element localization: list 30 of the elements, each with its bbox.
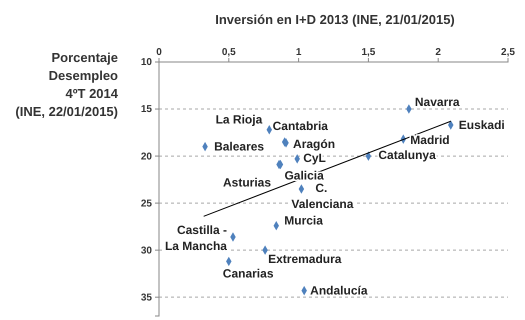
- x-tick-label: 2,5: [501, 47, 516, 58]
- annotation: Canarias: [222, 266, 274, 280]
- annotation: Castilla - La Mancha: [164, 222, 228, 253]
- annotation: Extremadura: [268, 252, 342, 266]
- annotation: Aragón: [293, 136, 336, 151]
- x-tick-label: 2: [435, 47, 442, 58]
- annotation: Navarra: [414, 95, 460, 110]
- chart-title: Inversión en I+D 2013 (INE, 21/01/2015): [215, 12, 455, 27]
- annotation: Murcia: [284, 214, 324, 228]
- x-tick-label: 0: [156, 47, 162, 58]
- y-tick-label: 10: [140, 57, 152, 68]
- y-tick-label: 25: [140, 198, 152, 210]
- annotation: La Rioja: [216, 112, 263, 127]
- x-tick-label: 0,5: [222, 47, 236, 58]
- annotation: Euskadi: [458, 118, 505, 132]
- y-tick-label: 20: [140, 151, 152, 162]
- y-tick-label: 15: [140, 104, 152, 116]
- annotation: Madrid: [410, 133, 450, 148]
- annotation: C. Valenciana: [291, 181, 354, 211]
- annotation: CyL: [303, 150, 326, 165]
- annotation: Andalucía: [310, 284, 368, 298]
- x-tick-label: 1,5: [361, 47, 376, 58]
- y-tick-label: 30: [140, 245, 152, 256]
- annotation: Cantabria: [272, 118, 328, 133]
- y-tick-label: 35: [140, 292, 152, 304]
- y-axis-title: Porcentaje Desempleo 4ºT 2014 (INE, 22/01/2015): [15, 50, 119, 119]
- annotation: Catalunya: [378, 148, 436, 162]
- annotation: Baleares: [214, 140, 264, 154]
- annotation: Asturias: [223, 176, 272, 190]
- x-tick-label: 1: [296, 47, 302, 58]
